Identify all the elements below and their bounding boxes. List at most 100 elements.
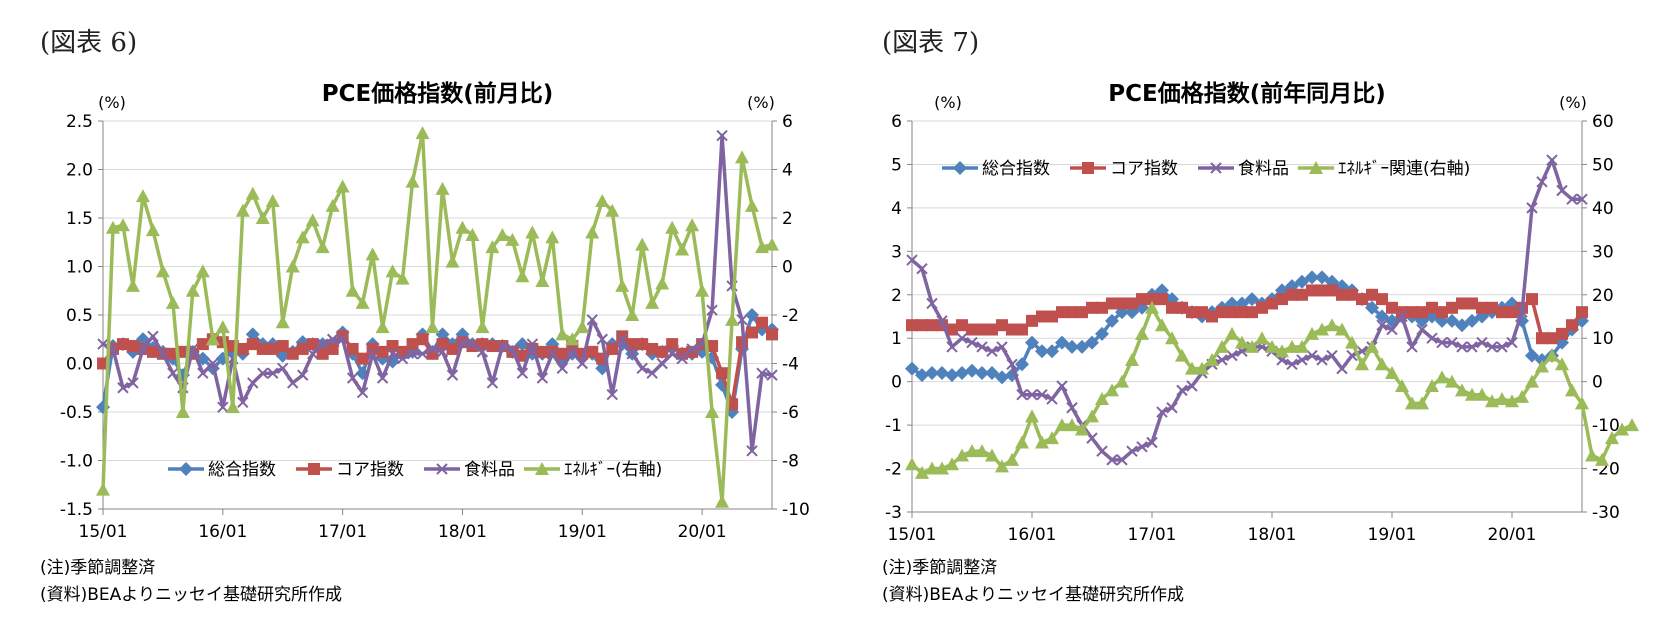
data-point	[1025, 409, 1039, 423]
series-energy	[96, 126, 779, 508]
marker-stroke	[157, 348, 169, 360]
data-point	[595, 194, 610, 208]
data-point	[325, 198, 340, 212]
data-point	[1165, 331, 1179, 345]
data-point	[1286, 358, 1298, 370]
data-point	[1526, 293, 1538, 306]
data-point	[516, 367, 529, 379]
data-point	[1246, 306, 1258, 319]
marker-stroke	[476, 346, 489, 358]
y-tick-label: -1.0	[60, 452, 93, 472]
data-point	[1516, 306, 1528, 318]
data-point	[1206, 310, 1218, 323]
marker-stroke	[376, 372, 389, 384]
data-point	[1125, 352, 1139, 366]
data-point	[1176, 384, 1188, 397]
marker-stroke	[1136, 441, 1148, 453]
data-point	[1486, 301, 1498, 314]
data-point	[456, 336, 469, 348]
data-point	[396, 352, 409, 365]
legend-item: ｴﾈﾙｷﾞｰ関連(右軸)	[1298, 159, 1470, 179]
legend-label: ｴﾈﾙｷﾞｰ(右軸)	[564, 460, 662, 480]
marker-stroke	[1286, 358, 1298, 370]
data-point	[706, 340, 719, 353]
y-tick-label: 3	[891, 242, 902, 262]
data-point	[746, 445, 758, 457]
data-point	[906, 319, 918, 332]
data-point	[1036, 310, 1048, 323]
data-point	[1416, 306, 1428, 319]
legend: 総合指数 コア指数 食料品 ｴﾈﾙｷﾞｰ関連(右軸)	[942, 159, 1470, 179]
data-point	[1185, 361, 1199, 375]
figure-7-panel: (図表 7) PCE価格指数(前年同月比) (%) (%) 6 60 5 50 4 40 3 30 2…	[860, 0, 1679, 637]
data-point	[1035, 344, 1049, 359]
marker-stroke	[1036, 388, 1048, 401]
data-point	[1576, 193, 1588, 205]
data-point	[1046, 310, 1058, 323]
marker-stroke	[1556, 184, 1568, 197]
data-point	[256, 342, 269, 355]
data-point	[945, 368, 959, 383]
data-point	[926, 297, 938, 310]
marker-stroke	[436, 463, 448, 475]
marker-stroke	[986, 345, 998, 357]
data-point	[756, 367, 768, 379]
data-point	[1396, 310, 1408, 323]
data-point	[267, 367, 279, 379]
data-point	[255, 211, 270, 224]
data-point	[295, 230, 310, 244]
data-point	[179, 462, 193, 476]
data-point	[1076, 306, 1088, 319]
data-point	[1566, 319, 1578, 332]
y-tick-label: 2	[891, 286, 902, 306]
marker-stroke	[576, 357, 588, 370]
data-point	[1186, 306, 1198, 319]
y-tick-label-right: -8	[782, 452, 799, 472]
data-point	[675, 242, 690, 256]
data-point	[1576, 306, 1588, 319]
data-point	[1376, 319, 1388, 331]
data-point	[1086, 432, 1098, 444]
data-point	[476, 338, 489, 351]
data-point	[1446, 301, 1458, 314]
series-line	[101, 131, 773, 504]
marker-stroke	[996, 341, 1008, 353]
data-point	[1625, 418, 1639, 432]
data-point	[1405, 396, 1419, 410]
data-point	[465, 227, 480, 241]
data-point	[1406, 306, 1418, 319]
y-tick-label-right: 10	[1592, 329, 1614, 349]
data-point	[1446, 336, 1458, 349]
marker-stroke	[1566, 193, 1578, 205]
data-point	[117, 382, 129, 394]
data-point	[1265, 339, 1279, 353]
marker-stroke	[656, 357, 668, 370]
marker-stroke	[306, 348, 319, 360]
data-point	[1195, 361, 1209, 375]
data-point	[1146, 436, 1158, 449]
data-point	[1495, 392, 1509, 406]
data-point	[1215, 339, 1229, 353]
data-point	[1506, 336, 1518, 349]
data-point	[996, 341, 1008, 353]
data-point	[446, 369, 459, 381]
data-point	[287, 377, 299, 389]
data-point	[1035, 435, 1049, 449]
data-point	[1375, 309, 1389, 324]
marker-stroke	[356, 386, 369, 399]
marker-stroke	[1576, 193, 1588, 205]
data-point	[1295, 274, 1309, 289]
data-point	[1016, 323, 1028, 336]
data-point	[1226, 349, 1238, 362]
data-point	[1546, 154, 1558, 166]
figure-label: (図表 7)	[882, 28, 980, 58]
data-point	[985, 365, 999, 380]
marker-stroke	[127, 377, 139, 389]
data-point	[115, 218, 130, 232]
marker-stroke	[436, 346, 449, 358]
data-point	[1082, 162, 1094, 174]
data-point	[455, 220, 470, 234]
data-point	[1326, 349, 1338, 362]
data-point	[685, 218, 700, 232]
x-tick-label: 15/01	[888, 525, 937, 540]
